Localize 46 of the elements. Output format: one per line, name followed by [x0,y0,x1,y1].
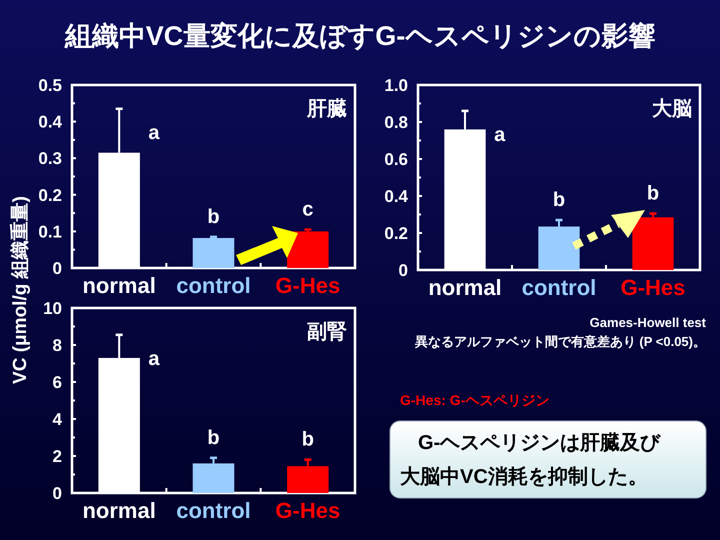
annotation: b [302,428,314,451]
y-tick-label: 10 [43,299,62,318]
text: Games-Howell test [590,315,707,330]
x-tick-label: control [522,275,596,300]
y-tick-label: 0.3 [38,149,62,168]
annotation: b [646,182,660,205]
y-tick-label: 0.6 [384,150,408,169]
y-axis-title: VC (μmol/g 組織重量) [9,196,31,384]
text: G-Hes: G-ヘスペリジン [400,392,550,408]
annotation: 大脳 [652,98,692,120]
x-tick-label: G-Hes [275,273,340,298]
annotation: a [148,122,160,144]
y-tick-label: 6 [52,373,62,392]
chart-title: 組織中VC量変化に及ぼすG-ヘスペリジンの影響 [64,21,656,51]
text: 異なるアルファベット間で有意差あり (P <0.05)。 [414,334,706,349]
x-tick-label: normal [82,273,156,298]
y-tick-label: 0.2 [38,186,62,205]
y-tick-label: 1.0 [384,76,408,95]
x-tick-label: G-Hes [620,275,686,300]
annotation: c [302,198,314,221]
annotation: b [552,189,566,212]
y-tick-label: 0.2 [384,224,408,243]
text: 大脳中VC消耗を抑制した。 [400,466,648,488]
y-tick-label: 8 [52,336,62,355]
annotation: b [207,206,220,228]
x-tick-label: normal [82,498,156,523]
y-tick-label: 4 [52,410,63,429]
y-tick-label: 0 [52,259,62,278]
y-tick-label: 0.4 [38,112,63,132]
annotation: b [207,426,220,449]
x-tick-label: normal [428,275,502,300]
y-tick-label: 0.5 [38,76,62,95]
x-tick-label: control [176,273,251,298]
y-tick-label: 2 [52,447,62,466]
annotation: a [148,348,160,370]
text: G-ヘスペリジンは肝臓及び [418,432,662,454]
annotation: 肝臓 [306,98,347,120]
y-tick-label: 0.1 [38,222,62,242]
annotation: a [494,124,506,146]
y-tick-label: 0 [52,484,62,503]
x-tick-label: G-Hes [275,498,340,523]
y-tick-label: 0.8 [384,113,408,132]
y-tick-label: 0 [398,261,408,280]
annotation: 副腎 [307,321,347,343]
x-tick-label: control [176,498,251,523]
y-tick-label: 0.4 [384,187,409,206]
